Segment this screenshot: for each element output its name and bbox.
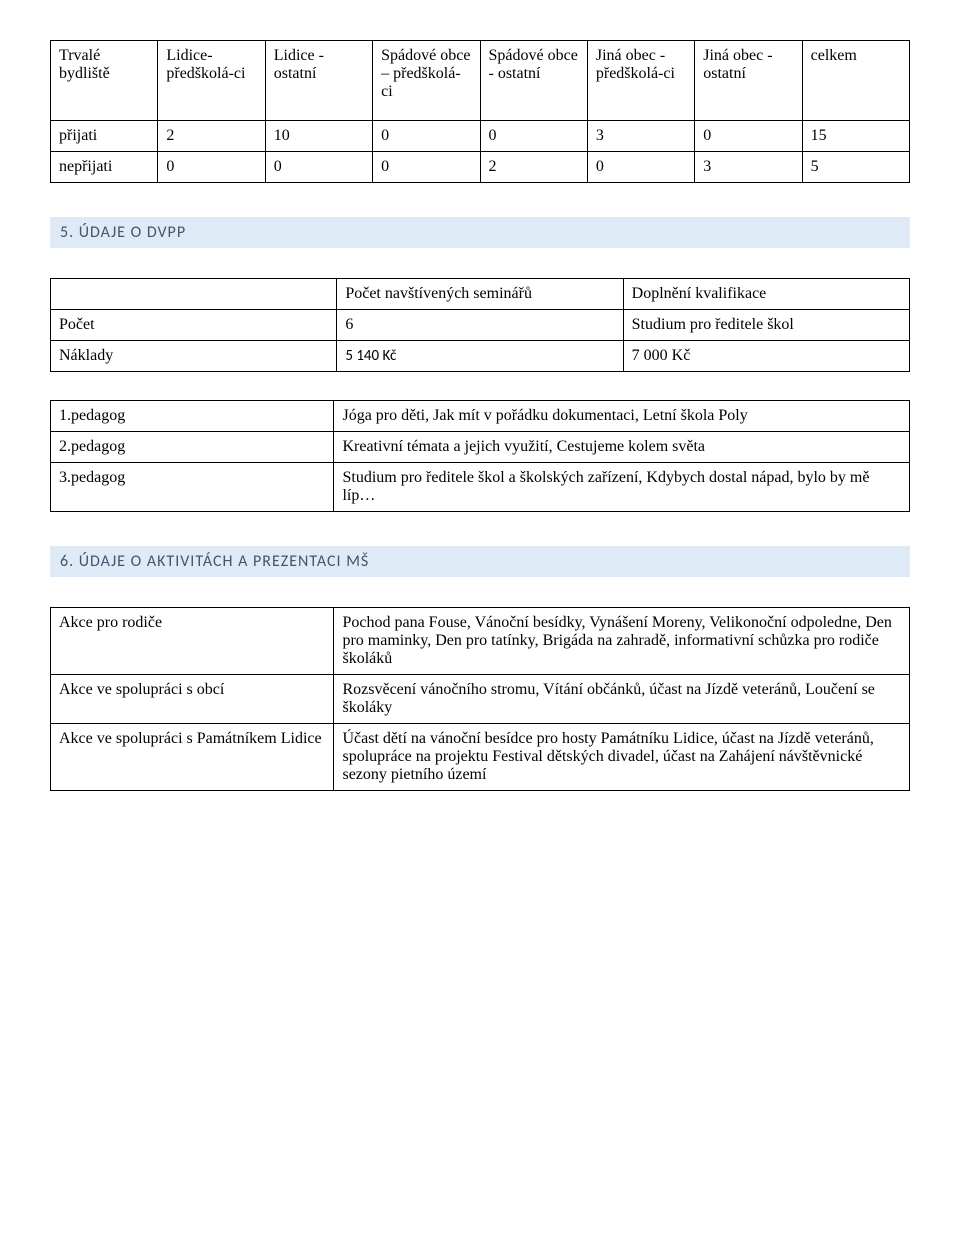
- cell: 10: [265, 121, 372, 152]
- cell: Studium pro ředitele škol a školských za…: [334, 463, 910, 512]
- col-header: Lidice- předškolá-ci: [158, 41, 265, 121]
- cell: 0: [265, 152, 372, 183]
- row-label: nepřijati: [51, 152, 158, 183]
- section-heading-dvpp: 5. ÚDAJE O DVPP: [50, 217, 910, 248]
- row-label: Náklady: [51, 341, 337, 372]
- cell: 0: [480, 121, 587, 152]
- cell: 6: [337, 310, 623, 341]
- cell: 0: [373, 152, 480, 183]
- table-activities: Akce pro rodiče Pochod pana Fouse, Vánoč…: [50, 607, 910, 791]
- table-row: nepřijati 0 0 0 2 0 3 5: [51, 152, 910, 183]
- row-label: Počet: [51, 310, 337, 341]
- col-header: Spádové obce – předškolá-ci: [373, 41, 480, 121]
- table-row: 3.pedagog Studium pro ředitele škol a šk…: [51, 463, 910, 512]
- col-header: Jiná obec - předškolá-ci: [587, 41, 694, 121]
- table-row: 2.pedagog Kreativní témata a jejich využ…: [51, 432, 910, 463]
- col-header: Počet navštívených seminářů: [337, 279, 623, 310]
- col-header: celkem: [802, 41, 909, 121]
- col-header: Doplnění kvalifikace: [623, 279, 909, 310]
- cell: 15: [802, 121, 909, 152]
- cell: 5 140 Kč: [337, 341, 623, 372]
- cell: 2: [158, 121, 265, 152]
- table-row: přijati 2 10 0 0 3 0 15: [51, 121, 910, 152]
- cell: 0: [695, 121, 802, 152]
- cell: 7 000 Kč: [623, 341, 909, 372]
- table-row: Akce pro rodiče Pochod pana Fouse, Vánoč…: [51, 608, 910, 675]
- cell: Účast dětí na vánoční besídce pro hosty …: [334, 724, 910, 791]
- cell-empty: [51, 279, 337, 310]
- table-row: Počet 6 Studium pro ředitele škol: [51, 310, 910, 341]
- table-row: Počet navštívených seminářů Doplnění kva…: [51, 279, 910, 310]
- col-header: Lidice - ostatní: [265, 41, 372, 121]
- cell: Studium pro ředitele škol: [623, 310, 909, 341]
- row-label: přijati: [51, 121, 158, 152]
- row-label: Akce ve spolupráci s Památníkem Lidice: [51, 724, 334, 791]
- cell: Kreativní témata a jejich využití, Cestu…: [334, 432, 910, 463]
- col-header: Spádové obce - ostatní: [480, 41, 587, 121]
- row-label: 1.pedagog: [51, 401, 334, 432]
- cell: 0: [158, 152, 265, 183]
- table-row: Trvalé bydliště Lidice- předškolá-ci Lid…: [51, 41, 910, 121]
- table-row: Akce ve spolupráci s Památníkem Lidice Ú…: [51, 724, 910, 791]
- col-header: Trvalé bydliště: [51, 41, 158, 121]
- table-row: 1.pedagog Jóga pro děti, Jak mít v pořád…: [51, 401, 910, 432]
- cell: 3: [695, 152, 802, 183]
- cell: 3: [587, 121, 694, 152]
- row-label: Akce pro rodiče: [51, 608, 334, 675]
- col-header: Jiná obec - ostatní: [695, 41, 802, 121]
- cell: Rozsvěcení vánočního stromu, Vítání občá…: [334, 675, 910, 724]
- row-label: 2.pedagog: [51, 432, 334, 463]
- table-row: Akce ve spolupráci s obcí Rozsvěcení ván…: [51, 675, 910, 724]
- table-row: Náklady 5 140 Kč 7 000 Kč: [51, 341, 910, 372]
- table-dvpp-summary: Počet navštívených seminářů Doplnění kva…: [50, 278, 910, 372]
- row-label: 3.pedagog: [51, 463, 334, 512]
- cell: 5: [802, 152, 909, 183]
- cell: 0: [587, 152, 694, 183]
- cell: Jóga pro děti, Jak mít v pořádku dokumen…: [334, 401, 910, 432]
- section-heading-activities: 6. ÚDAJE O AKTIVITÁCH A PREZENTACI MŠ: [50, 546, 910, 577]
- cell: Pochod pana Fouse, Vánoční besídky, Vyná…: [334, 608, 910, 675]
- cell: 0: [373, 121, 480, 152]
- cell: 2: [480, 152, 587, 183]
- table-residence: Trvalé bydliště Lidice- předškolá-ci Lid…: [50, 40, 910, 183]
- row-label: Akce ve spolupráci s obcí: [51, 675, 334, 724]
- table-pedagogues: 1.pedagog Jóga pro děti, Jak mít v pořád…: [50, 400, 910, 512]
